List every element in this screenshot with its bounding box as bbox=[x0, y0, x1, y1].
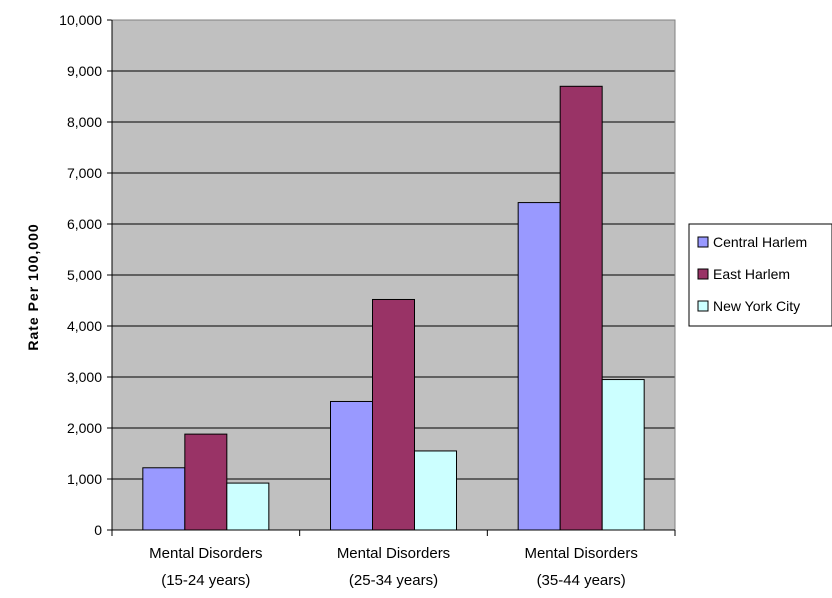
y-tick-label: 10,000 bbox=[59, 12, 102, 28]
y-tick-label: 8,000 bbox=[67, 114, 102, 130]
bar-central-harlem bbox=[330, 400, 373, 531]
axes bbox=[107, 19, 676, 536]
y-tick-label: 5,000 bbox=[67, 267, 102, 283]
y-tick-label: 0 bbox=[94, 522, 102, 538]
x-category-label: (25-34 years) bbox=[349, 572, 438, 589]
bars bbox=[142, 85, 645, 531]
x-category-label: Mental Disorders bbox=[337, 545, 450, 562]
bar-new-york-city bbox=[226, 482, 270, 531]
y-tick-label: 7,000 bbox=[67, 165, 102, 181]
x-category-label: (15-24 years) bbox=[161, 572, 250, 589]
x-category-label: Mental Disorders bbox=[149, 545, 262, 562]
x-category-label: Mental Disorders bbox=[524, 545, 637, 562]
y-axis-ticks: 0 1,000 2,000 3,000 4,000 5,000 6,000 7,000 8,00… bbox=[59, 12, 102, 538]
bar-central-harlem bbox=[517, 202, 561, 531]
y-tick-label: 4,000 bbox=[67, 318, 102, 334]
x-axis-labels: Mental Disorders (15-24 years) Mental Diso… bbox=[149, 545, 638, 589]
bar-central-harlem bbox=[142, 467, 186, 531]
legend-swatch bbox=[697, 236, 709, 248]
x-category-label: (35-44 years) bbox=[537, 572, 626, 589]
y-tick-label: 3,000 bbox=[67, 369, 102, 385]
bar-east-harlem bbox=[184, 433, 228, 531]
legend-label: New York City bbox=[713, 298, 800, 314]
legend-label: Central Harlem bbox=[713, 234, 807, 250]
y-axis-title: Rate Per 100,000 bbox=[25, 223, 41, 350]
legend-swatch bbox=[697, 268, 709, 280]
y-tick-label: 1,000 bbox=[67, 471, 102, 487]
bar-east-harlem bbox=[559, 85, 603, 531]
bar-east-harlem bbox=[372, 298, 415, 531]
y-tick-label: 9,000 bbox=[67, 63, 102, 79]
y-tick-label: 2,000 bbox=[67, 420, 102, 436]
legend: Central Harlem East Harlem New York City bbox=[688, 223, 832, 327]
legend-swatch bbox=[697, 300, 709, 312]
legend-box bbox=[688, 223, 832, 327]
legend-label: East Harlem bbox=[713, 266, 790, 282]
bar-new-york-city bbox=[414, 450, 457, 531]
bar-new-york-city bbox=[601, 379, 645, 531]
y-tick-label: 6,000 bbox=[67, 216, 102, 232]
